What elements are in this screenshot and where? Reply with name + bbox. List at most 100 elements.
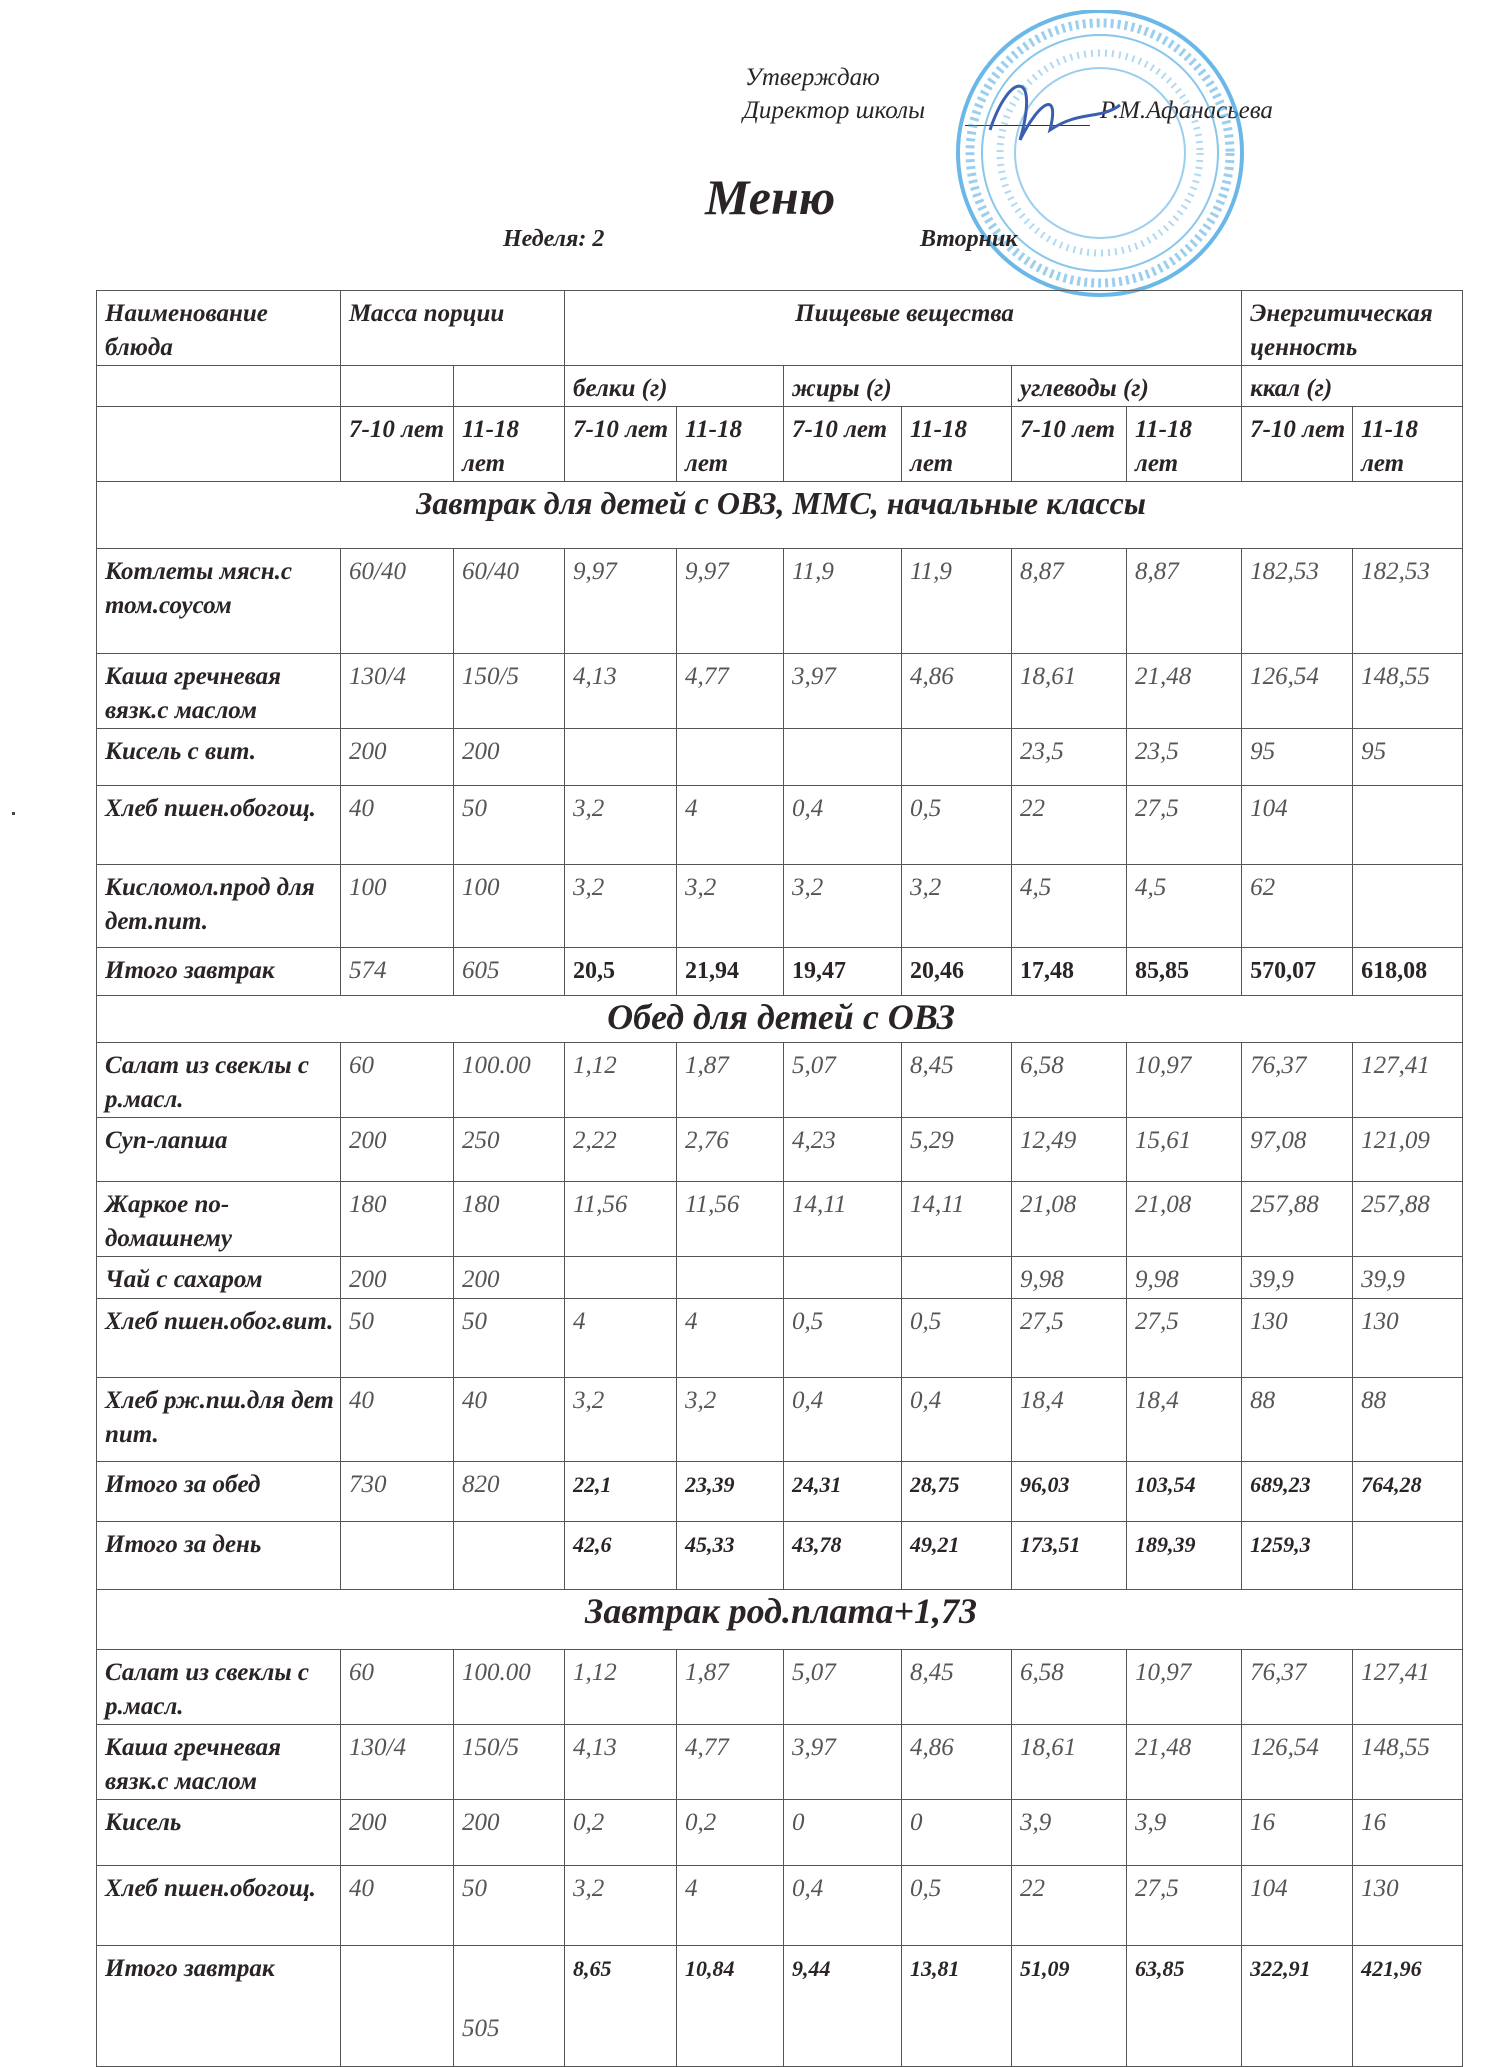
dish-name: Кисель с вит.: [96, 728, 341, 786]
value-cell: 4,23: [783, 1117, 903, 1182]
page-title: Меню: [705, 169, 836, 225]
dish-name: Котлеты мясн.с том.соусом: [96, 548, 341, 654]
value-cell: 17,48: [1011, 947, 1128, 996]
value-cell: 8,87: [1011, 548, 1128, 654]
value-cell: 20,46: [901, 947, 1013, 996]
value-cell: 40: [340, 785, 454, 865]
value-cell: 0: [901, 1799, 1013, 1866]
value-cell: [564, 728, 678, 786]
dish-name: Каша гречневая вязк.с маслом: [96, 1724, 341, 1800]
value-cell: 200: [340, 1256, 454, 1299]
header-age-7-10: 7-10 лет: [1011, 406, 1128, 482]
value-cell: 40: [452, 1377, 566, 1462]
value-cell: [1352, 1521, 1464, 1590]
header-dish: Наименование блюда: [96, 290, 341, 366]
dish-name: Хлеб пшен.обог.вит.: [96, 1298, 341, 1378]
value-cell: 76,37: [1241, 1649, 1354, 1725]
value-cell: 20,5: [564, 947, 678, 996]
section-title: Завтрак род.плата+1,73: [95, 1589, 1464, 1650]
value-cell: 173,51: [1011, 1521, 1128, 1590]
value-cell: 40: [340, 1865, 454, 1946]
section-row: Обед для детей с ОВЗ: [95, 995, 1464, 1043]
value-cell: 50: [452, 1298, 566, 1378]
value-cell: 39,9: [1352, 1256, 1464, 1299]
value-cell: 200: [452, 1256, 566, 1299]
value-cell: 5,07: [783, 1042, 903, 1118]
value-cell: 4,77: [676, 653, 785, 729]
value-cell: 4: [676, 1298, 785, 1378]
value-cell: 62: [1241, 864, 1354, 948]
section-title: Обед для детей с ОВЗ: [95, 995, 1464, 1043]
value-cell: 50: [452, 785, 566, 865]
value-cell: 0,5: [783, 1298, 903, 1378]
header-age-11-18: 11-18 лет: [1352, 406, 1464, 482]
value-cell: 24,31: [783, 1461, 903, 1522]
value-cell: 21,94: [676, 947, 785, 996]
value-cell: 1,87: [676, 1649, 785, 1725]
dish-name: Каша гречневая вязк.с маслом: [96, 653, 341, 729]
dish-row: Каша гречневая вязк.с маслом 130/4 150/5 4,…: [96, 1724, 1464, 1800]
value-cell: 11,56: [564, 1181, 678, 1257]
value-cell: 5,07: [783, 1649, 903, 1725]
dish-row: Чай с сахаром 200 200 9,98 9,98 39,9 39,9: [96, 1256, 1464, 1299]
dish-name: Салат из свеклы с р.масл.: [96, 1042, 341, 1118]
value-cell: 257,88: [1352, 1181, 1464, 1257]
value-cell: [783, 1256, 903, 1299]
value-cell: 60/40: [340, 548, 454, 654]
header-age-7-10: 7-10 лет: [1241, 406, 1354, 482]
value-cell: 8,87: [1126, 548, 1243, 654]
value-cell: 14,11: [901, 1181, 1013, 1257]
value-cell: [564, 1256, 678, 1299]
value-cell: 22: [1011, 1865, 1128, 1946]
value-cell: 22: [1011, 785, 1128, 865]
value-cell: 40: [340, 1377, 454, 1462]
value-cell: 0,4: [901, 1377, 1013, 1462]
value-cell: 4,5: [1126, 864, 1243, 948]
value-cell: 60: [340, 1042, 454, 1118]
value-cell: 63,85: [1126, 1945, 1243, 2067]
value-cell: 15,61: [1126, 1117, 1243, 1182]
value-cell: 104: [1241, 785, 1354, 865]
dish-row: Хлеб пшен.обог.вит. 50 50 4 4 0,5 0,5 27,5 27,5 1…: [96, 1298, 1464, 1378]
value-cell: 4,5: [1011, 864, 1128, 948]
value-cell: 1,87: [676, 1042, 785, 1118]
value-cell: 150/5: [452, 653, 566, 729]
value-cell: 50: [452, 1865, 566, 1946]
dish-name: Итого за день: [96, 1521, 341, 1590]
value-cell: 0,4: [783, 785, 903, 865]
value-cell: 180: [340, 1181, 454, 1257]
value-cell: 16: [1352, 1799, 1464, 1866]
value-cell: 9,97: [676, 548, 785, 654]
header-age-11-18: 11-18 лет: [1126, 406, 1243, 482]
value-cell: 0,2: [564, 1799, 678, 1866]
value-cell: 200: [340, 1117, 454, 1182]
value-cell: 11,9: [901, 548, 1013, 654]
value-cell: 3,9: [1126, 1799, 1243, 1866]
dish-name: Хлеб пшен.обогощ.: [96, 1865, 341, 1946]
value-cell: 27,5: [1126, 785, 1243, 865]
dish-row: Каша гречневая вязк.с маслом 130/4 150/5 4,…: [96, 653, 1464, 729]
value-cell: 4,86: [901, 653, 1013, 729]
value-cell: 0,2: [676, 1799, 785, 1866]
header-energy: Энергитическая ценность: [1241, 290, 1464, 366]
header-carbs: углеводы (г): [1011, 365, 1243, 407]
dish-name: Итого завтрак: [96, 1945, 341, 2067]
value-cell: 250: [452, 1117, 566, 1182]
header-age-7-10: 7-10 лет: [783, 406, 903, 482]
dish-name: Салат из свеклы с р.масл.: [96, 1649, 341, 1725]
value-cell: 22,1: [564, 1461, 678, 1522]
value-cell: 8,45: [901, 1649, 1013, 1725]
value-cell: 126,54: [1241, 653, 1354, 729]
header-fats: жиры (г): [783, 365, 1013, 407]
value-cell: 2,22: [564, 1117, 678, 1182]
total-row: Итого за обед 730 820 22,1 23,39 24,31 28,75 96…: [96, 1461, 1464, 1522]
dish-name: Итого завтрак: [96, 947, 341, 996]
value-cell: 127,41: [1352, 1649, 1464, 1725]
value-cell: 182,53: [1352, 548, 1464, 654]
value-cell: 4: [564, 1298, 678, 1378]
value-cell: 0,5: [901, 785, 1013, 865]
dish-row: Суп-лапша 200 250 2,22 2,76 4,23 5,29 12,49 15,6…: [96, 1117, 1464, 1182]
dish-row: Жаркое по-домашнему 180 180 11,56 11,56 14,11…: [96, 1181, 1464, 1257]
value-cell: 45,33: [676, 1521, 785, 1590]
header-age-11-18: 11-18 лет: [901, 406, 1013, 482]
